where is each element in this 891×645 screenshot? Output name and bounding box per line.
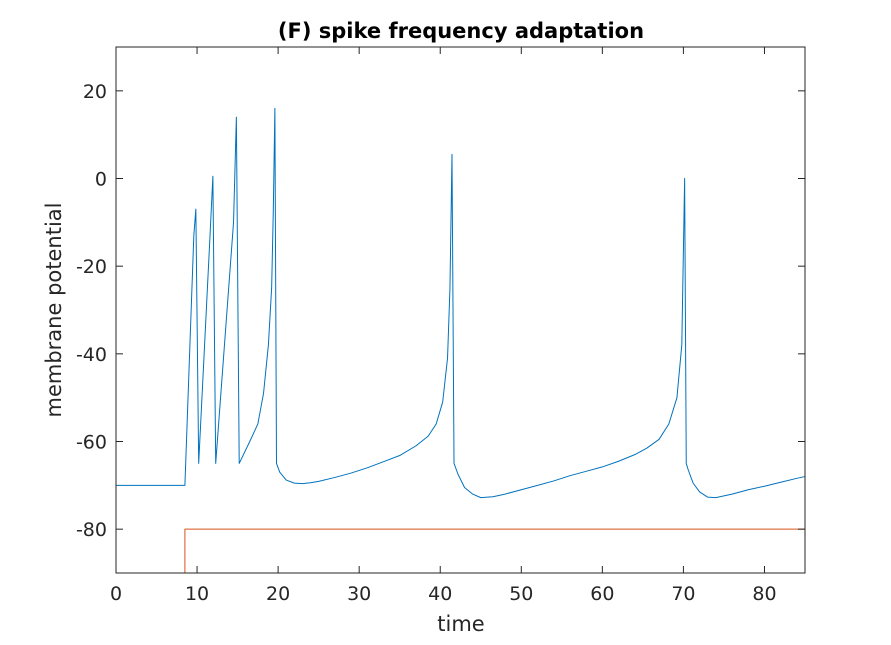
x-tick-label: 70	[671, 583, 695, 605]
x-tick-label: 0	[110, 583, 122, 605]
membrane-potential-line	[116, 107, 806, 499]
x-tick-label: 60	[590, 583, 614, 605]
plot-area: 0 10 20 30 40 50 60 70 80 20 0 -20 -40 -60 -80	[76, 46, 806, 605]
x-tick-label: 40	[428, 583, 452, 605]
x-tick-label: 50	[509, 583, 533, 605]
y-axis-label: membrane potential	[42, 203, 66, 418]
x-tick-label: 30	[347, 583, 371, 605]
y-tick-label: -40	[76, 344, 107, 366]
x-tick-label: 80	[752, 583, 776, 605]
y-tick-label: -60	[76, 432, 107, 454]
y-tick-label: 0	[95, 169, 107, 191]
y-tick-label: -20	[76, 256, 107, 278]
x-tick-label: 10	[185, 583, 209, 605]
axes-box	[115, 46, 806, 574]
x-tick-label: 20	[266, 583, 290, 605]
y-tick-label: -80	[76, 519, 107, 541]
chart-title: (F) spike frequency adaptation	[278, 19, 644, 43]
y-tick-label: 20	[83, 81, 107, 103]
x-axis-label: time	[437, 612, 484, 636]
